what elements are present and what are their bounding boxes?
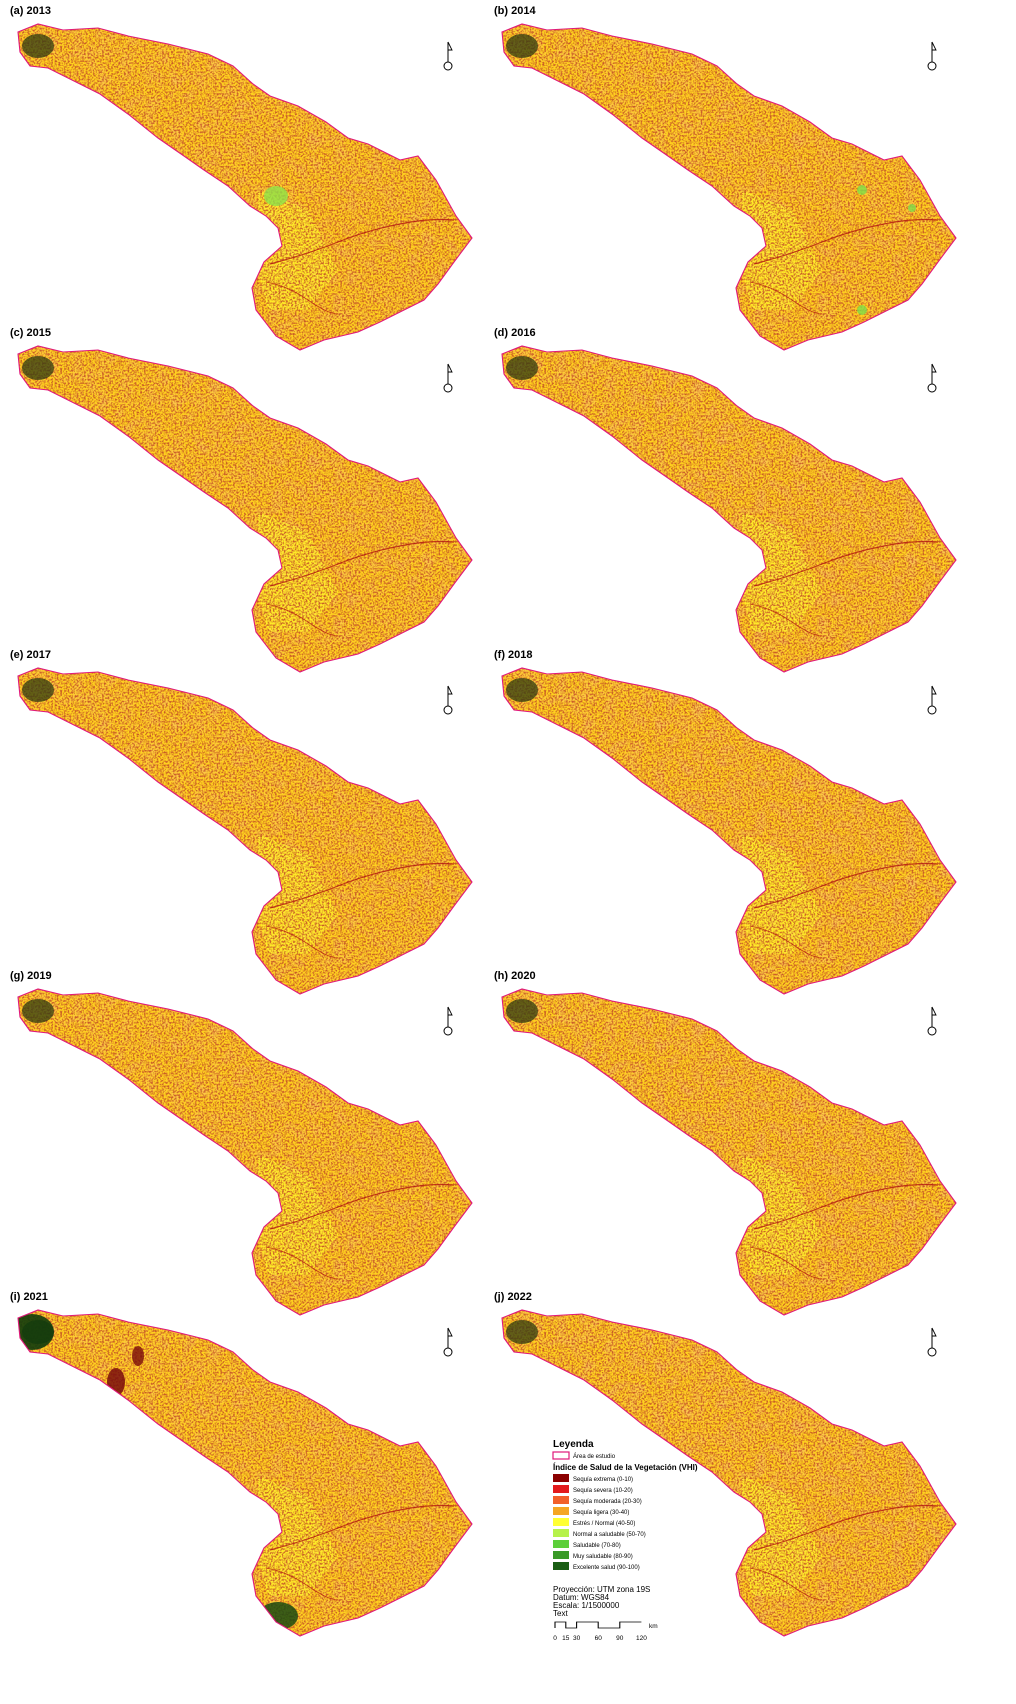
- scale-unit-label: km: [649, 1623, 658, 1630]
- legend-swatch: [553, 1496, 569, 1504]
- map-panel: (i) 2021: [8, 1291, 488, 1646]
- scale-tick-label: 60: [595, 1635, 603, 1642]
- basin-map: [8, 1296, 488, 1646]
- map-legend: Leyenda Área de estudio Índice de Salud …: [553, 1439, 698, 1642]
- north-arrow-icon: [928, 364, 936, 392]
- scale-tick-label: 90: [616, 1635, 624, 1642]
- legend-swatch: [553, 1485, 569, 1493]
- map-panel: (g) 2019: [8, 970, 488, 1325]
- vhi-index-title: Índice de Salud de la Vegetación (VHI): [553, 1463, 698, 1472]
- map-panel: (a) 2013: [8, 5, 488, 360]
- basin-map: [492, 654, 972, 1004]
- basin-map: [492, 975, 972, 1325]
- scale-tick-label: 30: [573, 1635, 581, 1642]
- panel-label: (h) 2020: [494, 970, 536, 982]
- legend-class-label: Estrés / Normal (40-50): [573, 1521, 635, 1527]
- scale-bar: [555, 1622, 641, 1628]
- north-arrow-icon: [444, 364, 452, 392]
- map-panel: (b) 2014: [492, 5, 972, 360]
- map-panel: (h) 2020: [492, 970, 972, 1325]
- legend-swatch: [553, 1529, 569, 1537]
- study-area-swatch: [553, 1452, 569, 1459]
- legend-class-label: Saludable (70-80): [573, 1543, 621, 1549]
- legend-swatch: [553, 1518, 569, 1526]
- scale-tick-label: 120: [636, 1635, 647, 1642]
- basin-map: [8, 10, 488, 360]
- north-arrow-icon: [928, 1007, 936, 1035]
- legend-class-label: Sequía extrema (0-10): [573, 1477, 633, 1483]
- legend-class-label: Excelente salud (90-100): [573, 1565, 640, 1571]
- legend-class-label: Normal a saludable (50-70): [573, 1532, 646, 1538]
- legend-swatch: [553, 1540, 569, 1548]
- panel-label: (i) 2021: [10, 1291, 48, 1303]
- basin-map: [492, 332, 972, 682]
- study-area-label: Área de estudio: [573, 1453, 616, 1460]
- north-arrow-icon: [444, 42, 452, 70]
- map-panel: (f) 2018: [492, 649, 972, 1004]
- basin-map: [492, 10, 972, 360]
- map-panel: (e) 2017: [8, 649, 488, 1004]
- legend-class-label: Muy saludable (80-90): [573, 1554, 633, 1560]
- north-arrow-icon: [928, 1328, 936, 1356]
- basin-map: [8, 332, 488, 682]
- panel-label: (g) 2019: [10, 970, 52, 982]
- legend-class-label: Sequía moderada (20-30): [573, 1499, 642, 1505]
- map-panel: (d) 2016: [492, 327, 972, 682]
- north-arrow-icon: [444, 1007, 452, 1035]
- legend-class-label: Sequía severa (10-20): [573, 1488, 633, 1494]
- scale-tick-label: 15: [562, 1635, 570, 1642]
- map-panel: (c) 2015: [8, 327, 488, 682]
- panel-label: (f) 2018: [494, 649, 533, 661]
- north-arrow-icon: [928, 686, 936, 714]
- panel-label: (c) 2015: [10, 327, 51, 339]
- legend-swatch: [553, 1507, 569, 1515]
- basin-map: [8, 975, 488, 1325]
- legend-class-label: Sequía ligera (30-40): [573, 1510, 629, 1516]
- panel-label: (j) 2022: [494, 1291, 532, 1303]
- legend-swatch: [553, 1551, 569, 1559]
- panel-label: (d) 2016: [494, 327, 536, 339]
- panel-label: (a) 2013: [10, 5, 51, 17]
- panel-label: (b) 2014: [494, 5, 536, 17]
- legend-swatch: [553, 1474, 569, 1482]
- legend-title: Leyenda: [553, 1439, 594, 1450]
- legend-swatch: [553, 1562, 569, 1570]
- scale-tick-label: 0: [553, 1635, 557, 1642]
- north-arrow-icon: [444, 686, 452, 714]
- basin-map: [8, 654, 488, 1004]
- extra-text: Text: [553, 1609, 568, 1618]
- north-arrow-icon: [444, 1328, 452, 1356]
- panel-label: (e) 2017: [10, 649, 51, 661]
- north-arrow-icon: [928, 42, 936, 70]
